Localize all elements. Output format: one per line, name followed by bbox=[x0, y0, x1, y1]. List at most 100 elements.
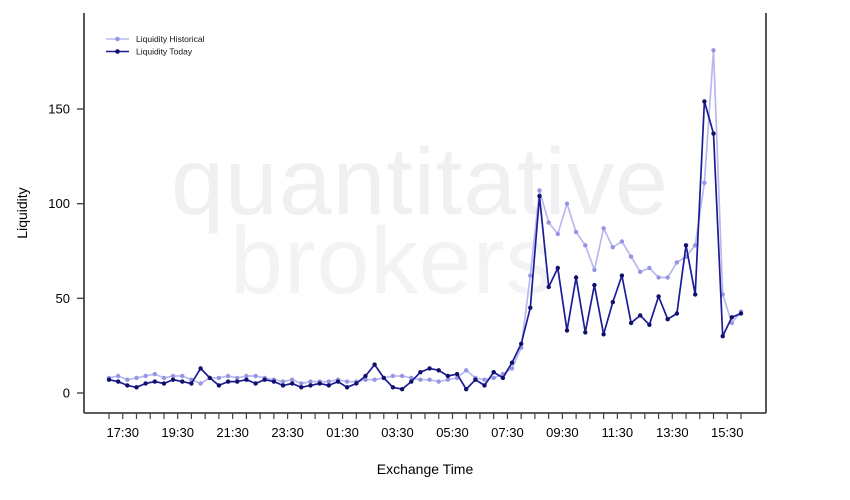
data-point-today bbox=[482, 383, 487, 388]
data-point-today bbox=[180, 379, 185, 384]
data-point-historical bbox=[546, 220, 551, 225]
data-point-today bbox=[683, 243, 689, 248]
data-point-today bbox=[161, 381, 167, 386]
data-point-today bbox=[198, 366, 203, 371]
data-point-historical bbox=[235, 375, 240, 381]
data-point-today bbox=[344, 385, 350, 390]
data-point-today bbox=[500, 375, 506, 381]
data-point-today bbox=[381, 375, 386, 381]
x-tick-label: 01:30 bbox=[326, 425, 359, 440]
x-tick-label: 15:30 bbox=[711, 425, 744, 440]
x-axis-title: Exchange Time bbox=[377, 461, 474, 477]
data-point-historical bbox=[702, 180, 707, 185]
data-point-today bbox=[592, 282, 597, 288]
data-point-historical bbox=[528, 273, 533, 278]
data-point-historical bbox=[216, 375, 222, 381]
data-point-today bbox=[134, 385, 139, 390]
data-point-historical bbox=[180, 373, 185, 379]
data-point-historical bbox=[491, 375, 496, 381]
data-point-historical bbox=[564, 201, 570, 206]
data-point-historical bbox=[610, 245, 615, 250]
x-tick-label: 21:30 bbox=[216, 425, 249, 440]
data-point-today bbox=[170, 377, 176, 382]
data-point-today bbox=[509, 360, 515, 365]
data-point-historical bbox=[656, 275, 661, 280]
data-point-historical bbox=[592, 267, 597, 273]
data-point-today bbox=[363, 373, 368, 379]
data-point-today bbox=[491, 370, 496, 375]
data-point-historical bbox=[280, 379, 286, 384]
x-tick-label: 13:30 bbox=[656, 425, 689, 440]
legend-label-historical: Liquidity Historical bbox=[136, 34, 205, 44]
today-marker-icon bbox=[115, 49, 120, 54]
x-tick-label: 23:30 bbox=[271, 425, 304, 440]
y-tick-label: 50 bbox=[56, 291, 70, 306]
y-tick-label: 0 bbox=[63, 386, 70, 401]
legend: Liquidity Historical Liquidity Today bbox=[106, 34, 205, 57]
data-point-today bbox=[454, 371, 460, 377]
data-point-historical bbox=[253, 373, 258, 379]
data-point-historical bbox=[363, 377, 368, 382]
data-point-today bbox=[152, 379, 157, 384]
data-point-today bbox=[665, 317, 670, 322]
data-point-historical bbox=[409, 375, 414, 381]
y-axis-title: Liquidity bbox=[14, 187, 30, 238]
data-point-today bbox=[555, 265, 560, 271]
legend-label-today: Liquidity Today bbox=[136, 47, 193, 57]
data-point-today bbox=[693, 292, 698, 297]
data-point-today bbox=[335, 379, 341, 384]
data-point-historical bbox=[399, 373, 405, 379]
data-point-historical bbox=[729, 320, 734, 326]
legend-item-today: Liquidity Today bbox=[106, 47, 193, 57]
data-point-historical bbox=[573, 229, 579, 235]
data-point-historical bbox=[418, 377, 423, 382]
data-point-today bbox=[445, 373, 451, 379]
data-point-today bbox=[399, 387, 405, 392]
data-point-historical bbox=[225, 373, 231, 379]
data-point-today bbox=[225, 379, 231, 384]
watermark-line-2: brokers bbox=[230, 208, 554, 314]
data-point-today bbox=[308, 383, 313, 388]
series-line-today bbox=[108, 100, 742, 391]
data-point-today bbox=[628, 320, 634, 326]
data-point-historical bbox=[372, 377, 377, 382]
data-point-historical bbox=[628, 254, 634, 259]
data-point-today bbox=[610, 299, 615, 305]
data-point-historical bbox=[436, 379, 441, 384]
data-point-today bbox=[418, 370, 423, 375]
data-point-today bbox=[317, 381, 322, 386]
data-point-today bbox=[207, 375, 212, 381]
data-point-historical bbox=[427, 377, 432, 382]
data-point-today bbox=[427, 366, 432, 371]
data-point-historical bbox=[390, 373, 396, 379]
watermark-line-1: quantitative bbox=[171, 129, 669, 235]
data-point-historical bbox=[134, 375, 139, 381]
data-point-today bbox=[253, 381, 258, 386]
x-tick-label: 05:30 bbox=[436, 425, 469, 440]
data-point-historical bbox=[198, 381, 203, 386]
data-point-today bbox=[464, 387, 469, 392]
data-point-historical bbox=[711, 48, 716, 53]
data-point-historical bbox=[116, 373, 121, 379]
data-point-historical bbox=[445, 377, 451, 382]
data-point-historical bbox=[693, 243, 698, 248]
data-point-today bbox=[674, 311, 680, 316]
data-point-historical bbox=[244, 373, 249, 379]
x-tick-label: 11:30 bbox=[602, 425, 634, 440]
series-line-historical bbox=[108, 49, 742, 385]
data-point-today bbox=[656, 294, 661, 299]
data-point-today bbox=[573, 275, 579, 280]
x-tick-label: 19:30 bbox=[161, 425, 194, 440]
data-point-today bbox=[702, 99, 707, 104]
data-point-historical bbox=[161, 375, 167, 381]
data-point-today bbox=[106, 377, 112, 382]
data-point-historical bbox=[326, 379, 331, 384]
data-point-today bbox=[436, 368, 441, 373]
legend-item-historical: Liquidity Historical bbox=[106, 34, 205, 44]
data-point-historical bbox=[482, 377, 487, 382]
data-point-historical bbox=[308, 379, 313, 384]
data-point-historical bbox=[464, 368, 469, 373]
data-point-historical bbox=[619, 239, 625, 244]
